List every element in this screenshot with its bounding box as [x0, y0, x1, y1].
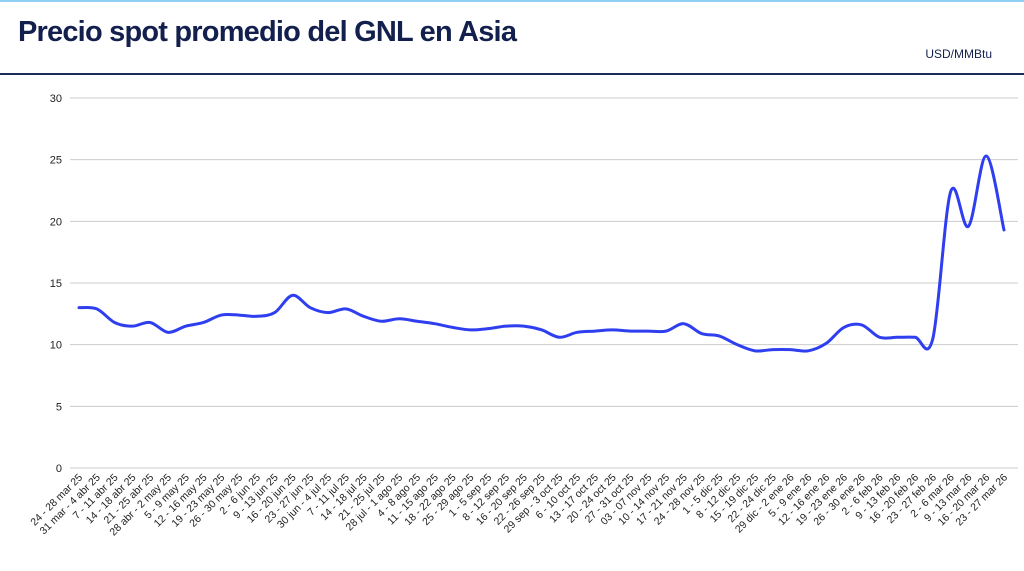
- data-point: [842, 326, 845, 329]
- data-point: [540, 328, 543, 331]
- data-point: [238, 314, 241, 317]
- data-point: [291, 294, 294, 297]
- data-point: [558, 336, 561, 339]
- data-point: [771, 348, 774, 351]
- y-tick-label: 15: [50, 278, 62, 290]
- data-point: [220, 314, 223, 317]
- data-point: [1003, 228, 1006, 231]
- data-point: [665, 330, 668, 333]
- data-point: [611, 328, 614, 331]
- data-point: [896, 336, 899, 339]
- data-point: [398, 317, 401, 320]
- data-point: [985, 154, 988, 157]
- data-point: [878, 336, 881, 339]
- data-point: [202, 321, 205, 324]
- y-tick-label: 25: [50, 155, 62, 167]
- data-point: [967, 225, 970, 228]
- data-point: [593, 330, 596, 333]
- series-layer: [77, 154, 1006, 353]
- series-line: [77, 154, 1006, 353]
- chart-title: Precio spot promedio del GNL en Asia: [18, 16, 517, 48]
- data-point: [433, 322, 436, 325]
- data-point: [113, 321, 116, 324]
- data-point: [415, 320, 418, 323]
- data-point: [647, 330, 650, 333]
- data-point: [273, 311, 276, 314]
- data-point: [184, 325, 187, 328]
- data-point: [504, 325, 507, 328]
- data-point: [344, 307, 347, 310]
- y-tick-label: 5: [56, 401, 62, 413]
- data-point: [718, 335, 721, 338]
- data-point: [825, 342, 828, 345]
- data-point: [860, 323, 863, 326]
- data-point: [131, 325, 134, 328]
- data-point: [255, 315, 258, 318]
- y-tick-label: 30: [50, 93, 62, 105]
- data-point: [469, 328, 472, 331]
- data-point: [362, 315, 365, 318]
- data-point: [522, 325, 525, 328]
- y-axis: 0 5 10 15 20 25 30: [50, 93, 62, 475]
- y-tick-label: 0: [56, 463, 62, 475]
- y-tick-label: 10: [50, 340, 62, 352]
- data-point: [576, 331, 579, 334]
- header-divider: [0, 73, 1024, 75]
- data-point: [914, 336, 917, 339]
- data-point: [78, 306, 81, 309]
- data-point: [949, 190, 952, 193]
- data-point: [789, 348, 792, 351]
- data-point: [931, 337, 934, 340]
- y-tick-label: 20: [50, 216, 62, 228]
- data-point: [380, 320, 383, 323]
- top-accent-rule: [0, 0, 1024, 2]
- data-point: [149, 321, 152, 324]
- data-point: [95, 307, 98, 310]
- data-point: [807, 349, 810, 352]
- data-point: [629, 330, 632, 333]
- gridlines: [70, 97, 1018, 469]
- data-point: [166, 331, 169, 334]
- data-point: [487, 327, 490, 330]
- data-point: [736, 343, 739, 346]
- data-point: [753, 349, 756, 352]
- data-point: [327, 311, 330, 314]
- data-point: [451, 326, 454, 329]
- data-point: [700, 332, 703, 335]
- data-point: [682, 322, 685, 325]
- data-point: [309, 306, 312, 309]
- unit-label: USD/MMBtu: [925, 47, 992, 61]
